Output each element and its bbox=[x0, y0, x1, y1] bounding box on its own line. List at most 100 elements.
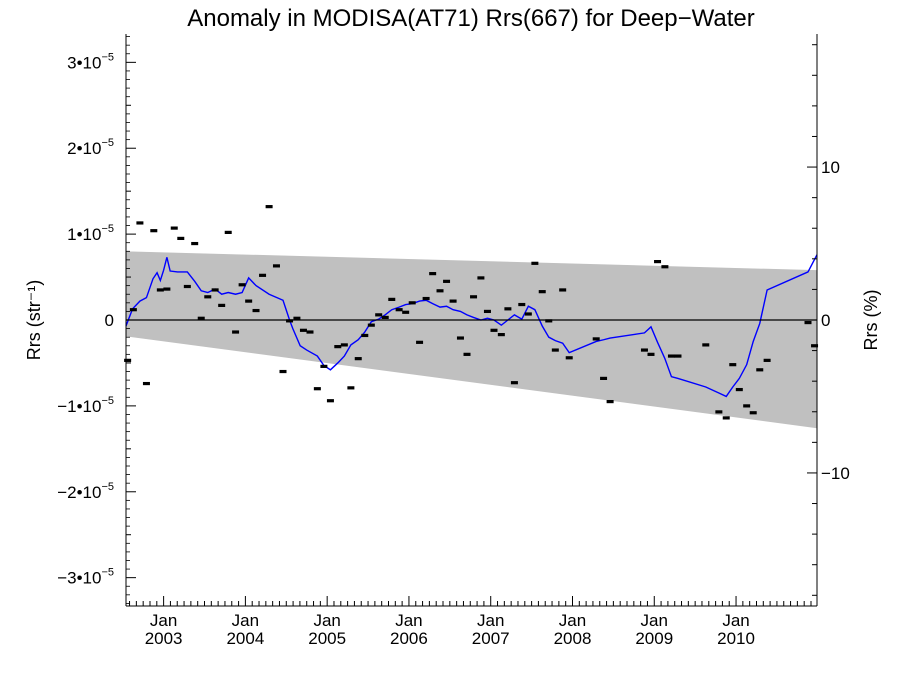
data-point bbox=[170, 226, 178, 230]
data-point bbox=[661, 265, 669, 269]
data-point bbox=[654, 259, 662, 264]
data-point bbox=[375, 313, 383, 317]
y-tick-label-right: 10 bbox=[821, 158, 840, 177]
y-tick-mantissa: −1•10 bbox=[57, 397, 101, 416]
data-point bbox=[559, 288, 567, 292]
y-tick-label-left: 0 bbox=[105, 311, 114, 330]
data-point bbox=[142, 381, 150, 386]
data-point bbox=[218, 303, 226, 307]
y-tick-label-left: −1•10−5 bbox=[57, 395, 114, 416]
x-tick-label-year: 2004 bbox=[226, 629, 264, 648]
y-tick-mantissa: 1•10 bbox=[67, 225, 101, 244]
data-point bbox=[592, 337, 600, 341]
confidence-band bbox=[126, 251, 817, 429]
data-point bbox=[490, 328, 498, 332]
data-point bbox=[191, 241, 199, 246]
data-point bbox=[388, 297, 396, 301]
data-point bbox=[293, 316, 301, 320]
data-point bbox=[518, 302, 526, 307]
y-tick-label-left: 3•10−5 bbox=[67, 51, 114, 72]
data-point bbox=[197, 316, 205, 320]
data-point bbox=[286, 319, 294, 323]
data-point bbox=[600, 376, 608, 381]
x-tick-label-month: Jan bbox=[477, 611, 504, 630]
data-point bbox=[245, 299, 253, 303]
data-point bbox=[715, 410, 723, 414]
data-point bbox=[524, 312, 532, 316]
y-tick-exponent: −5 bbox=[101, 481, 114, 493]
data-point bbox=[470, 295, 478, 299]
data-point bbox=[320, 364, 328, 368]
y-tick-label-right: 0 bbox=[821, 311, 830, 330]
axes-layer: −3•10−5−2•10−5−1•10−501•10−52•10−53•10−5… bbox=[57, 34, 850, 648]
data-point bbox=[347, 386, 355, 390]
x-tick-label-month: Jan bbox=[395, 611, 422, 630]
data-point bbox=[763, 358, 771, 362]
data-point bbox=[211, 288, 219, 292]
data-point bbox=[232, 330, 240, 334]
chart-title: Anomaly in MODISA(AT71) Rrs(667) for Dee… bbox=[187, 5, 755, 32]
y-tick-label-left: 1•10−5 bbox=[67, 223, 114, 244]
x-tick-label-year: 2010 bbox=[717, 629, 755, 648]
data-point bbox=[538, 290, 546, 294]
x-tick-label-month: Jan bbox=[722, 611, 749, 630]
data-point bbox=[224, 230, 232, 234]
data-point bbox=[722, 416, 730, 420]
data-point bbox=[334, 345, 342, 349]
data-point bbox=[477, 276, 485, 280]
data-point bbox=[545, 319, 553, 323]
x-tick-label-year: 2003 bbox=[145, 629, 183, 648]
y-tick-exponent: −5 bbox=[101, 223, 114, 235]
y-tick-exponent: −5 bbox=[101, 395, 114, 407]
data-point bbox=[606, 399, 614, 404]
data-point bbox=[483, 309, 491, 314]
data-point bbox=[667, 354, 675, 358]
data-point bbox=[252, 308, 260, 313]
x-tick-label-year: 2005 bbox=[308, 629, 346, 648]
data-point bbox=[361, 333, 369, 338]
data-point bbox=[156, 288, 164, 292]
data-point bbox=[811, 344, 819, 348]
data-point bbox=[756, 368, 764, 372]
data-point bbox=[640, 348, 648, 352]
data-point bbox=[326, 399, 334, 403]
data-point bbox=[565, 356, 573, 360]
data-point bbox=[674, 354, 682, 358]
data-point bbox=[402, 310, 410, 314]
data-point bbox=[729, 363, 737, 367]
data-point bbox=[551, 348, 559, 352]
x-tick-label-month: Jan bbox=[313, 611, 340, 630]
data-point bbox=[429, 272, 437, 276]
anomaly-line-layer bbox=[125, 254, 818, 398]
y-tick-label-left: 2•10−5 bbox=[67, 137, 114, 158]
data-point bbox=[150, 229, 158, 233]
data-point bbox=[340, 343, 348, 347]
data-point bbox=[136, 221, 144, 225]
data-point bbox=[436, 289, 444, 293]
data-points-layer bbox=[124, 205, 819, 420]
data-point bbox=[510, 381, 518, 385]
data-point bbox=[647, 352, 655, 356]
y-tick-exponent: −5 bbox=[101, 51, 114, 63]
y-tick-label-left: −2•10−5 bbox=[57, 481, 114, 502]
data-point bbox=[259, 273, 267, 277]
data-point bbox=[265, 205, 273, 209]
y-tick-label-right: −10 bbox=[821, 464, 850, 483]
data-point bbox=[183, 284, 191, 289]
y-axis-label-left: Rrs (str⁻¹) bbox=[24, 280, 44, 360]
y-axis-label-right: Rrs (%) bbox=[861, 290, 881, 351]
data-point bbox=[702, 343, 710, 347]
y-tick-mantissa: −2•10 bbox=[57, 483, 101, 502]
data-point bbox=[313, 387, 321, 391]
data-point bbox=[367, 323, 375, 327]
data-point bbox=[279, 369, 287, 374]
data-point bbox=[306, 330, 314, 334]
data-point bbox=[456, 336, 464, 340]
data-point bbox=[449, 299, 457, 303]
x-tick-label-month: Jan bbox=[232, 611, 259, 630]
data-point bbox=[531, 261, 539, 265]
data-point bbox=[416, 340, 424, 344]
data-point bbox=[743, 404, 751, 408]
data-point bbox=[497, 333, 505, 337]
